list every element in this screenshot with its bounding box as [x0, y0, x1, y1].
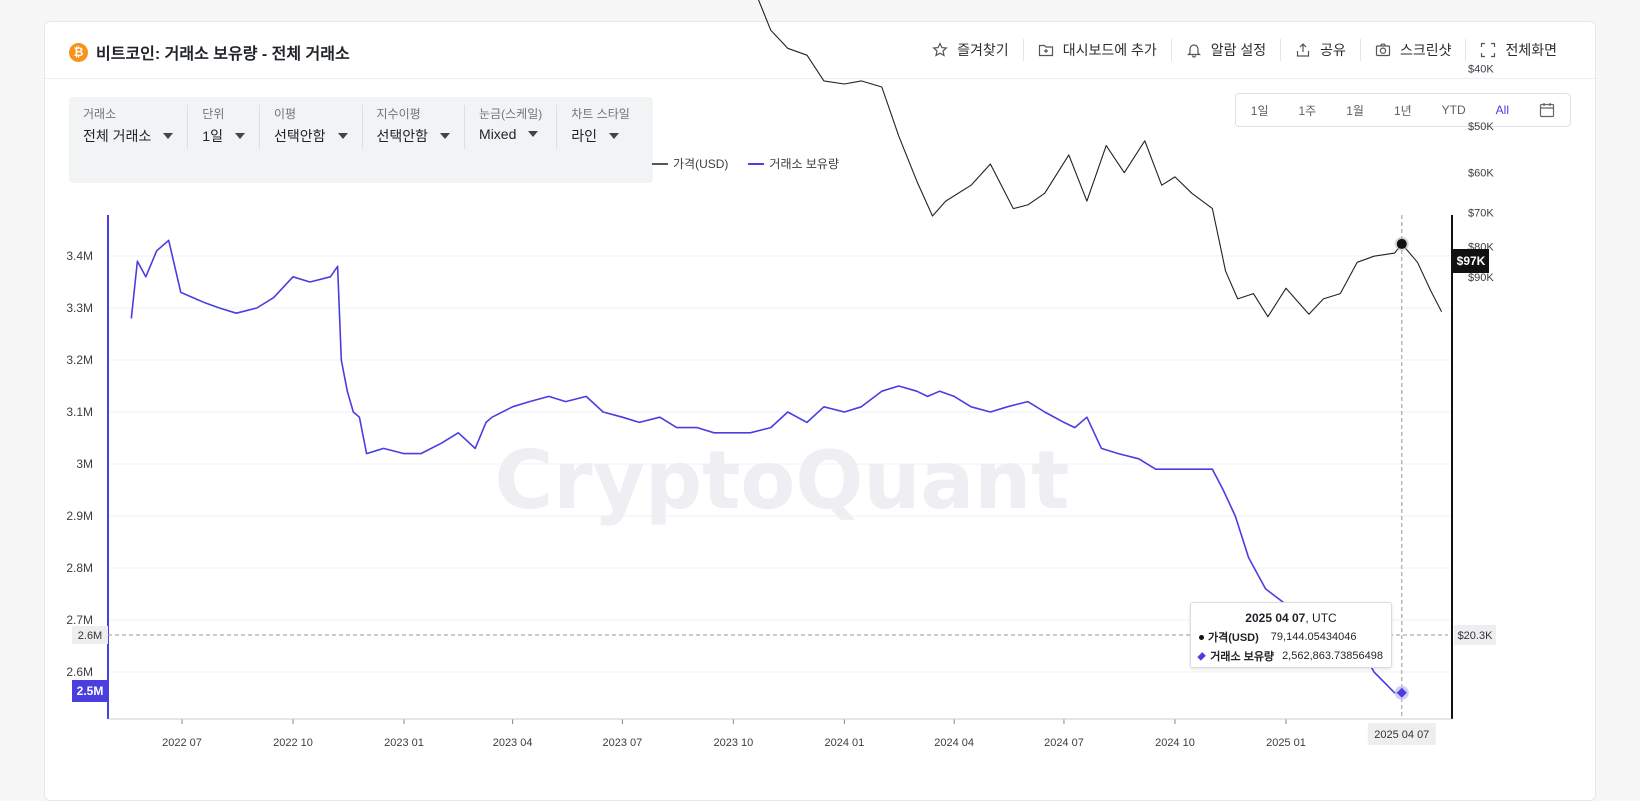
x-axis-tick-label: 2024 07 [1044, 737, 1084, 749]
x-axis-tick-label: 2025 01 [1266, 737, 1306, 749]
tooltip-price-value: 79,144.05434046 [1271, 631, 1357, 643]
crosshair-x-label: 2025 04 07 [1374, 729, 1429, 741]
tooltip-reserve-label: 거래소 보유량 [1210, 648, 1274, 664]
right-axis-tick-label: $50K [1468, 121, 1494, 133]
left-axis-tick-label: 2.9M [66, 509, 93, 523]
tooltip-timezone: , UTC [1305, 611, 1336, 625]
reserve-current-badge: 2.5M [77, 684, 104, 698]
tooltip-reserve-value: 2,562,863.73856498 [1282, 650, 1383, 662]
left-axis-tick-label: 3M [76, 457, 93, 471]
x-axis-tick-label: 2024 01 [824, 737, 864, 749]
left-axis-tick-label: 2.7M [66, 613, 93, 627]
price-current-badge: $97K [1457, 254, 1486, 268]
watermark: CryptoQuant [495, 434, 1070, 527]
crosshair-right-label: $20.3K [1458, 630, 1494, 642]
chart-tooltip: 2025 04 07, UTC 가격(USD) 79,144.05434046 거… [1190, 602, 1392, 668]
left-axis-tick-label: 3.4M [66, 249, 93, 263]
left-axis-tick-label: 3.3M [66, 301, 93, 315]
chart-svg[interactable]: CryptoQuant 3.4M 3.3M 3.2M 3.1M 3M 2.9M 2.8M 2.7… [0, 0, 1640, 778]
x-axis-tick-label: 2023 07 [602, 737, 642, 749]
right-axis-tick-label: $60K [1468, 168, 1494, 180]
right-axis-tick-label: $70K [1468, 207, 1494, 219]
x-axis-tick-label: 2024 10 [1155, 737, 1195, 749]
left-axis-tick-label: 3.1M [66, 405, 93, 419]
x-axis-tick-label: 2023 10 [713, 737, 753, 749]
x-axis-tick-label: 2022 10 [273, 737, 313, 749]
diamond-icon [1197, 652, 1206, 661]
crosshair-left-label: 2.6M [78, 630, 102, 642]
tooltip-price-label: 가격(USD) [1208, 629, 1259, 645]
x-axis-tick-label: 2023 04 [493, 737, 533, 749]
left-axis-tick-label: 2.6M [66, 665, 93, 679]
tooltip-title: 2025 04 07, UTC [1199, 611, 1383, 625]
tooltip-row-reserve: 거래소 보유량 2,562,863.73856498 [1199, 648, 1383, 664]
circle-icon [1199, 635, 1204, 640]
x-axis-tick-label: 2023 01 [384, 737, 424, 749]
right-axis-tick-label: $30K [1468, 0, 1494, 1]
tooltip-row-price: 가격(USD) 79,144.05434046 [1199, 629, 1383, 645]
left-axis-tick-label: 2.8M [66, 561, 93, 575]
right-axis-tick-label: $90K [1468, 272, 1494, 284]
x-axis-tick-label: 2022 07 [162, 737, 202, 749]
series-line-price [131, 0, 1441, 317]
price-marker [1397, 239, 1407, 249]
tooltip-date: 2025 04 07 [1245, 611, 1305, 625]
right-axis-tick-label: $40K [1468, 63, 1494, 75]
x-axis-tick-label: 2024 04 [934, 737, 974, 749]
left-axis-tick-label: 3.2M [66, 353, 93, 367]
